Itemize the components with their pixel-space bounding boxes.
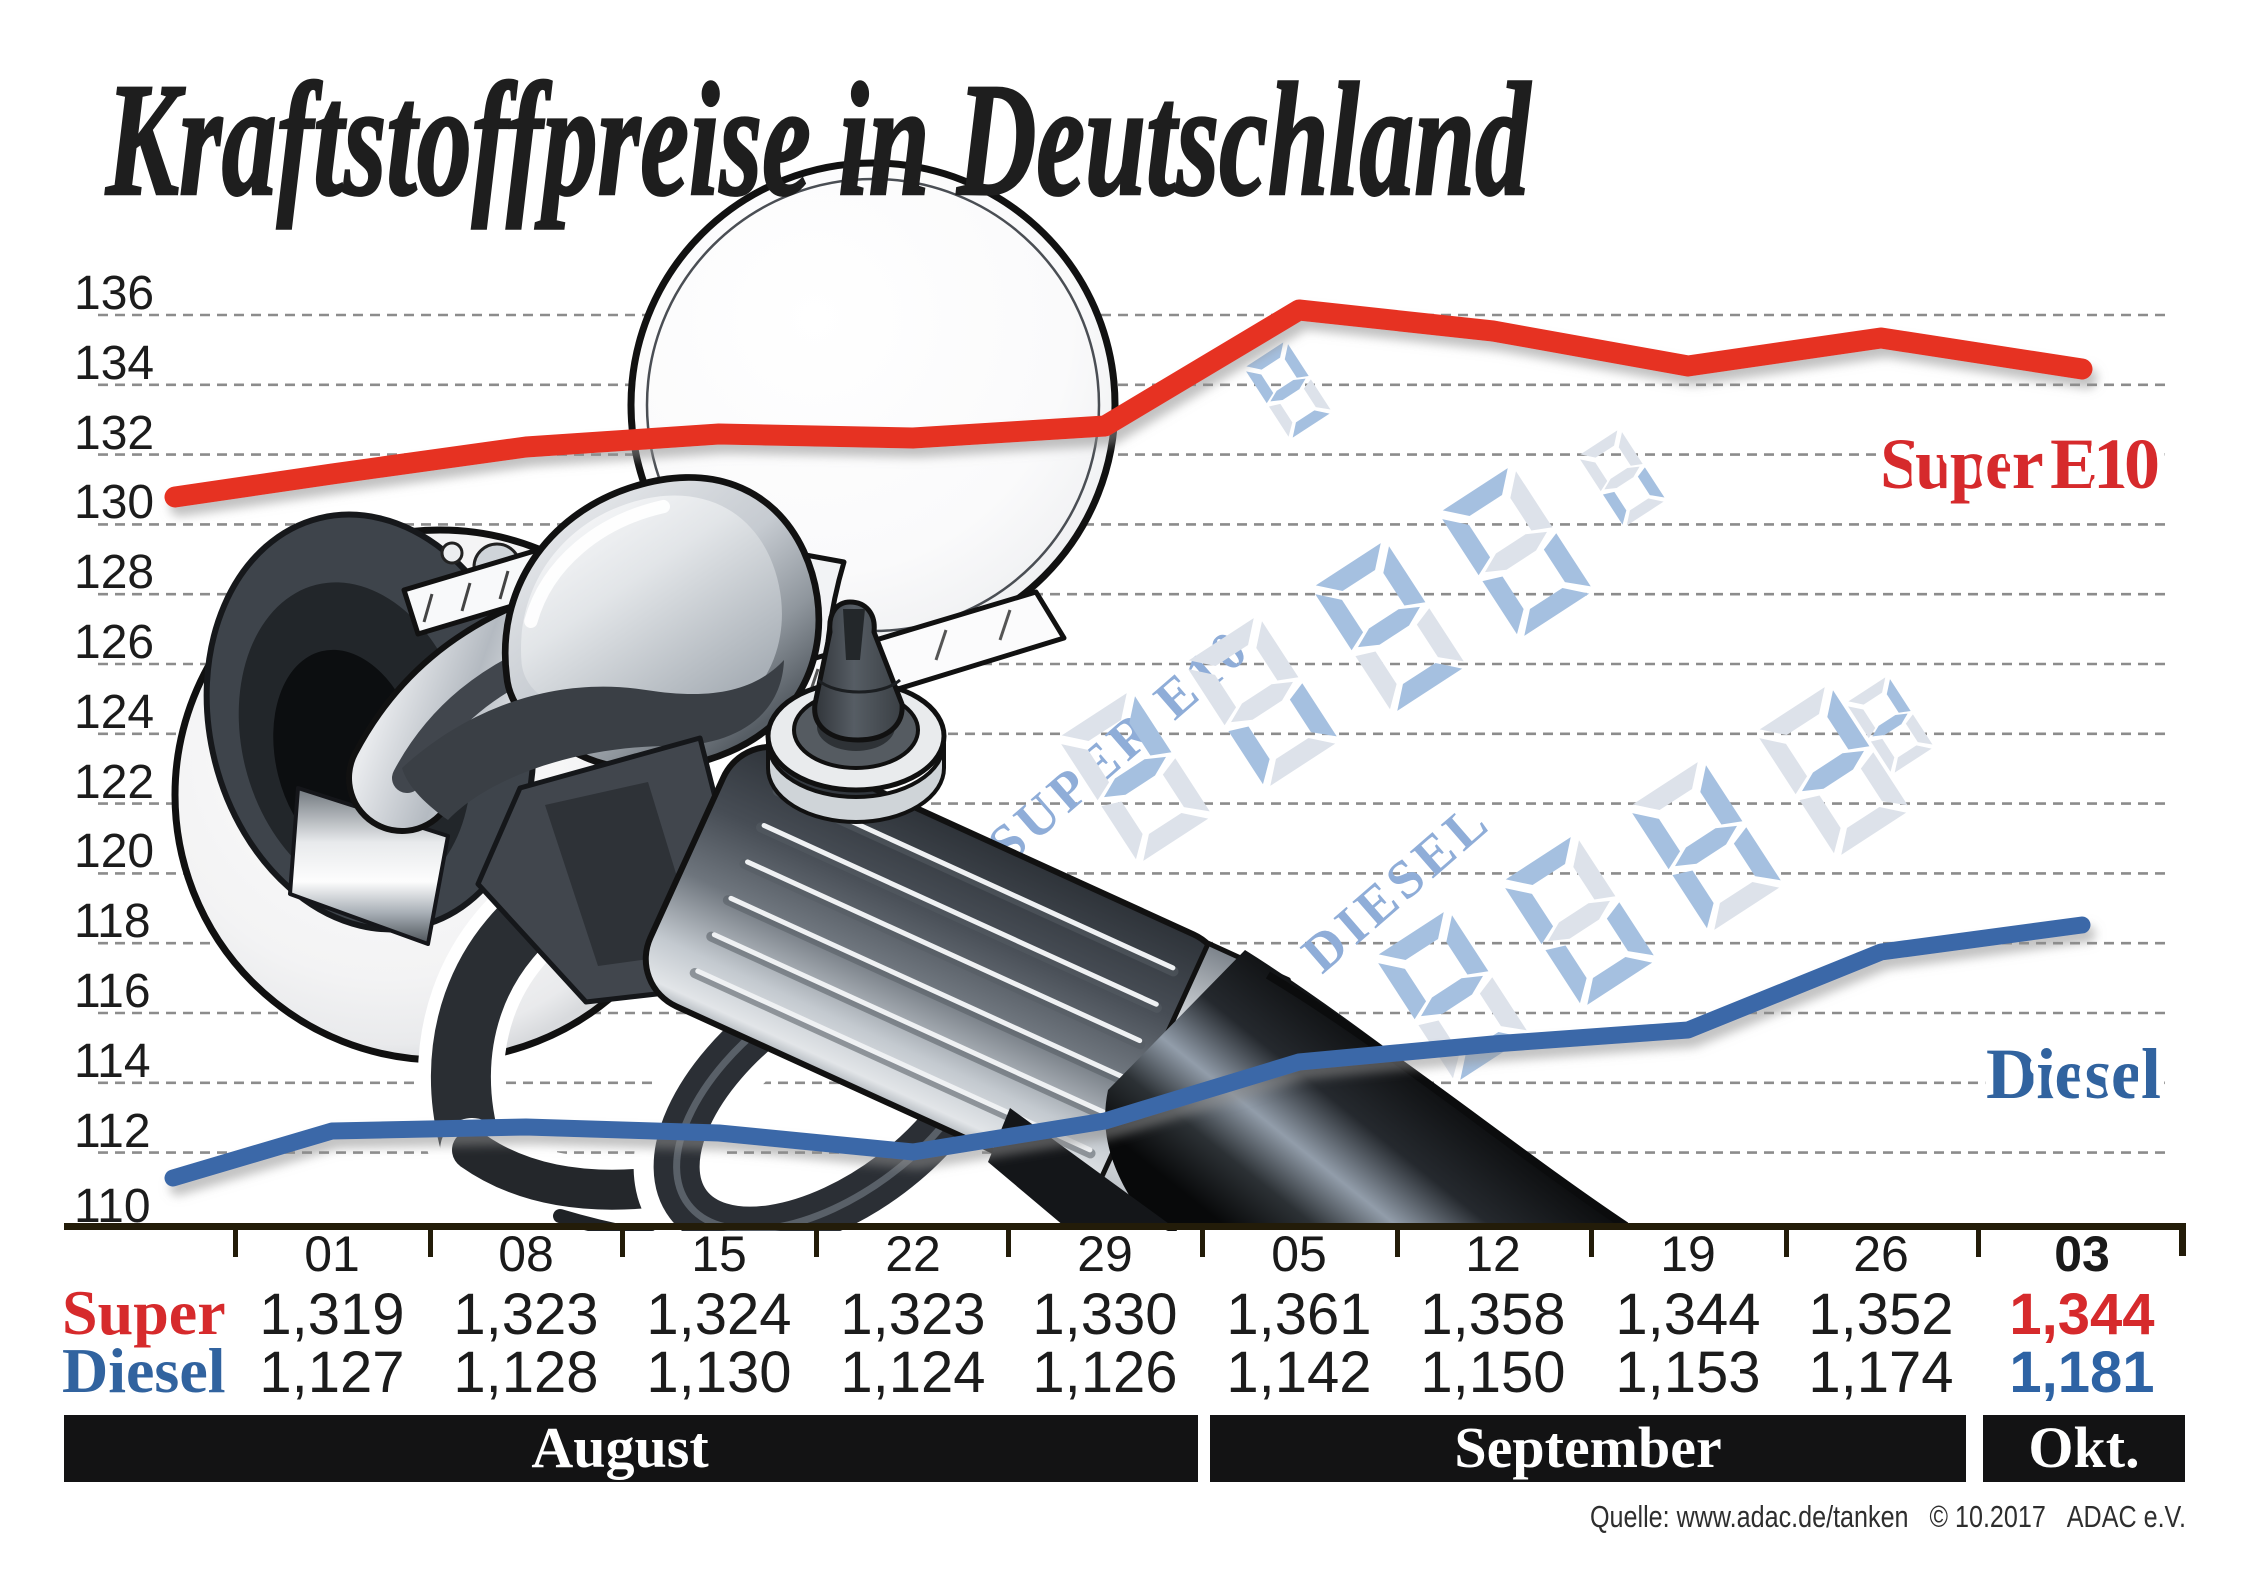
- svg-text:116: 116: [74, 965, 151, 1018]
- svg-text:1,150: 1,150: [1420, 1340, 1565, 1405]
- svg-text:Diesel: Diesel: [62, 1335, 226, 1406]
- svg-text:1,181: 1,181: [2009, 1340, 2154, 1405]
- svg-text:1,344: 1,344: [1615, 1282, 1760, 1347]
- svg-text:1,319: 1,319: [259, 1282, 404, 1347]
- svg-text:August: August: [531, 1415, 709, 1480]
- svg-text:01: 01: [304, 1226, 360, 1282]
- svg-text:1,352: 1,352: [1808, 1282, 1953, 1347]
- svg-text:1,130: 1,130: [646, 1340, 791, 1405]
- svg-text:Quelle: www.adac.de/tanken ©: Quelle: www.adac.de/tanken © 10.2017 ADA…: [1590, 1499, 2186, 1534]
- svg-text:Okt.: Okt.: [2028, 1415, 2139, 1480]
- svg-text:26: 26: [1853, 1226, 1909, 1282]
- svg-text:1,330: 1,330: [1032, 1282, 1177, 1347]
- svg-text:118: 118: [74, 895, 151, 948]
- svg-text:136: 136: [74, 267, 154, 320]
- svg-text:Super E10: Super E10: [1880, 424, 2160, 504]
- svg-text:1,142: 1,142: [1226, 1340, 1371, 1405]
- svg-text:15: 15: [691, 1226, 747, 1282]
- svg-text:1,358: 1,358: [1420, 1282, 1565, 1347]
- svg-text:19: 19: [1660, 1226, 1716, 1282]
- svg-text:Kraftstoffpreise in Deutschlan: Kraftstoffpreise in Deutschland: [105, 51, 1532, 230]
- svg-text:128: 128: [74, 546, 154, 599]
- svg-text:September: September: [1454, 1415, 1721, 1480]
- svg-text:1,323: 1,323: [453, 1282, 598, 1347]
- svg-text:1,128: 1,128: [453, 1340, 598, 1405]
- svg-text:1,124: 1,124: [840, 1340, 985, 1405]
- svg-text:1,361: 1,361: [1226, 1282, 1371, 1347]
- svg-text:130: 130: [74, 476, 154, 529]
- svg-text:1,174: 1,174: [1808, 1340, 1953, 1405]
- svg-text:12: 12: [1465, 1226, 1521, 1282]
- svg-text:Super: Super: [62, 1277, 226, 1348]
- svg-text:03: 03: [2054, 1226, 2110, 1282]
- svg-text:120: 120: [74, 825, 154, 878]
- svg-text:1,324: 1,324: [646, 1282, 791, 1347]
- svg-text:126: 126: [74, 616, 154, 669]
- svg-text:1,126: 1,126: [1032, 1340, 1177, 1405]
- svg-text:114: 114: [74, 1035, 151, 1088]
- svg-text:112: 112: [74, 1105, 151, 1158]
- svg-text:132: 132: [74, 407, 154, 460]
- svg-text:124: 124: [74, 686, 154, 739]
- svg-text:1,127: 1,127: [259, 1340, 404, 1405]
- svg-text:1,153: 1,153: [1615, 1340, 1760, 1405]
- svg-text:29: 29: [1077, 1226, 1133, 1282]
- svg-text:1,344: 1,344: [2009, 1282, 2154, 1347]
- svg-text:1,323: 1,323: [840, 1282, 985, 1347]
- svg-text:Diesel: Diesel: [1986, 1034, 2161, 1114]
- svg-text:134: 134: [74, 337, 154, 390]
- svg-text:122: 122: [74, 756, 154, 809]
- svg-text:05: 05: [1271, 1226, 1327, 1282]
- svg-text:22: 22: [885, 1226, 941, 1282]
- svg-text:08: 08: [498, 1226, 554, 1282]
